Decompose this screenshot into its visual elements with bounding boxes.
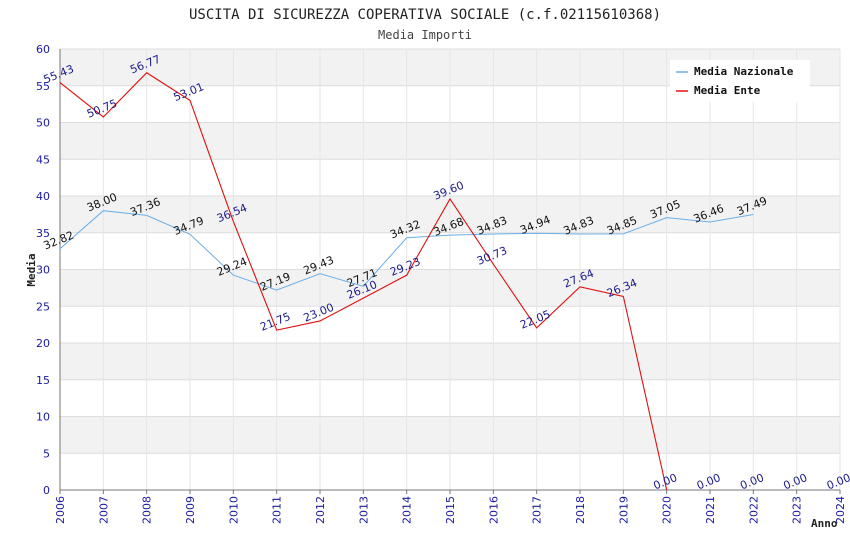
y-tick-label: 5	[43, 447, 50, 460]
x-tick-labels: 2006 2007 2008 2009 2010 2011 2012 2013 2014 2015…	[54, 496, 847, 524]
x-axis-label: Anno	[811, 517, 838, 530]
data-label-ente: 0.00	[738, 471, 766, 492]
data-label-ente: 22.05	[518, 308, 552, 332]
y-tick-label: 50	[36, 117, 50, 130]
x-tick-label: 2016	[487, 496, 500, 524]
series-line-ente	[59, 72, 668, 491]
y-tick-label: 25	[36, 300, 50, 313]
x-tick-label: 2019	[617, 496, 630, 524]
data-label-ente: 30.73	[475, 244, 509, 268]
legend-label-nazionale: Media Nazionale	[694, 65, 794, 78]
x-tick-label: 2011	[271, 496, 284, 524]
data-label-ente: 50.75	[85, 97, 119, 121]
x-tick-label: 2017	[531, 496, 544, 524]
series-lines	[59, 72, 754, 491]
x-tick-label: 2021	[704, 496, 717, 524]
y-tick-label: 35	[36, 227, 50, 240]
x-tick-label: 2024	[834, 496, 847, 524]
x-tick-label: 2006	[54, 496, 67, 524]
y-tick-label: 60	[36, 43, 50, 56]
x-tick-label: 2023	[791, 496, 804, 524]
x-tick-label: 2013	[357, 496, 370, 524]
data-label-ente: 0.00	[695, 471, 723, 492]
series-line-nazionale	[59, 210, 754, 291]
chart-title: USCITA DI SICUREZZA COPERATIVA SOCIALE (…	[189, 7, 661, 23]
y-tick-label: 30	[36, 264, 50, 277]
x-tick-label: 2018	[574, 496, 587, 524]
legend-box	[670, 60, 810, 102]
x-tick-label: 2022	[747, 496, 760, 524]
chart-subtitle: Media Importi	[378, 28, 472, 42]
data-label-ente: 0.00	[782, 471, 810, 492]
grid-lines	[59, 48, 841, 491]
data-label-ente: 0.00	[652, 471, 680, 492]
y-tick-labels: 0 5 10 15 20 25 30 35 40 45 50 55 60	[36, 43, 50, 497]
data-label-ente: 0.00	[825, 471, 850, 492]
y-tick-label: 10	[36, 411, 50, 424]
y-tick-label: 45	[36, 153, 50, 166]
x-tick-label: 2012	[314, 496, 327, 524]
legend: Media Nazionale Media Ente	[670, 60, 810, 102]
x-tick-label: 2020	[661, 496, 674, 524]
axes	[59, 49, 841, 494]
legend-label-ente: Media Ente	[694, 84, 761, 97]
y-tick-label: 40	[36, 190, 50, 203]
y-tick-label: 20	[36, 337, 50, 350]
x-tick-label: 2015	[444, 496, 457, 524]
x-tick-label: 2014	[401, 496, 414, 524]
y-tick-label: 55	[36, 80, 50, 93]
y-tick-label: 0	[43, 484, 50, 497]
data-label-ente: 21.75	[258, 310, 292, 334]
x-tick-label: 2007	[97, 496, 110, 524]
x-tick-label: 2010	[227, 496, 240, 524]
y-axis-label: Media	[25, 253, 38, 286]
y-tick-label: 15	[36, 374, 50, 387]
x-tick-label: 2009	[184, 496, 197, 524]
x-tick-label: 2008	[141, 496, 154, 524]
